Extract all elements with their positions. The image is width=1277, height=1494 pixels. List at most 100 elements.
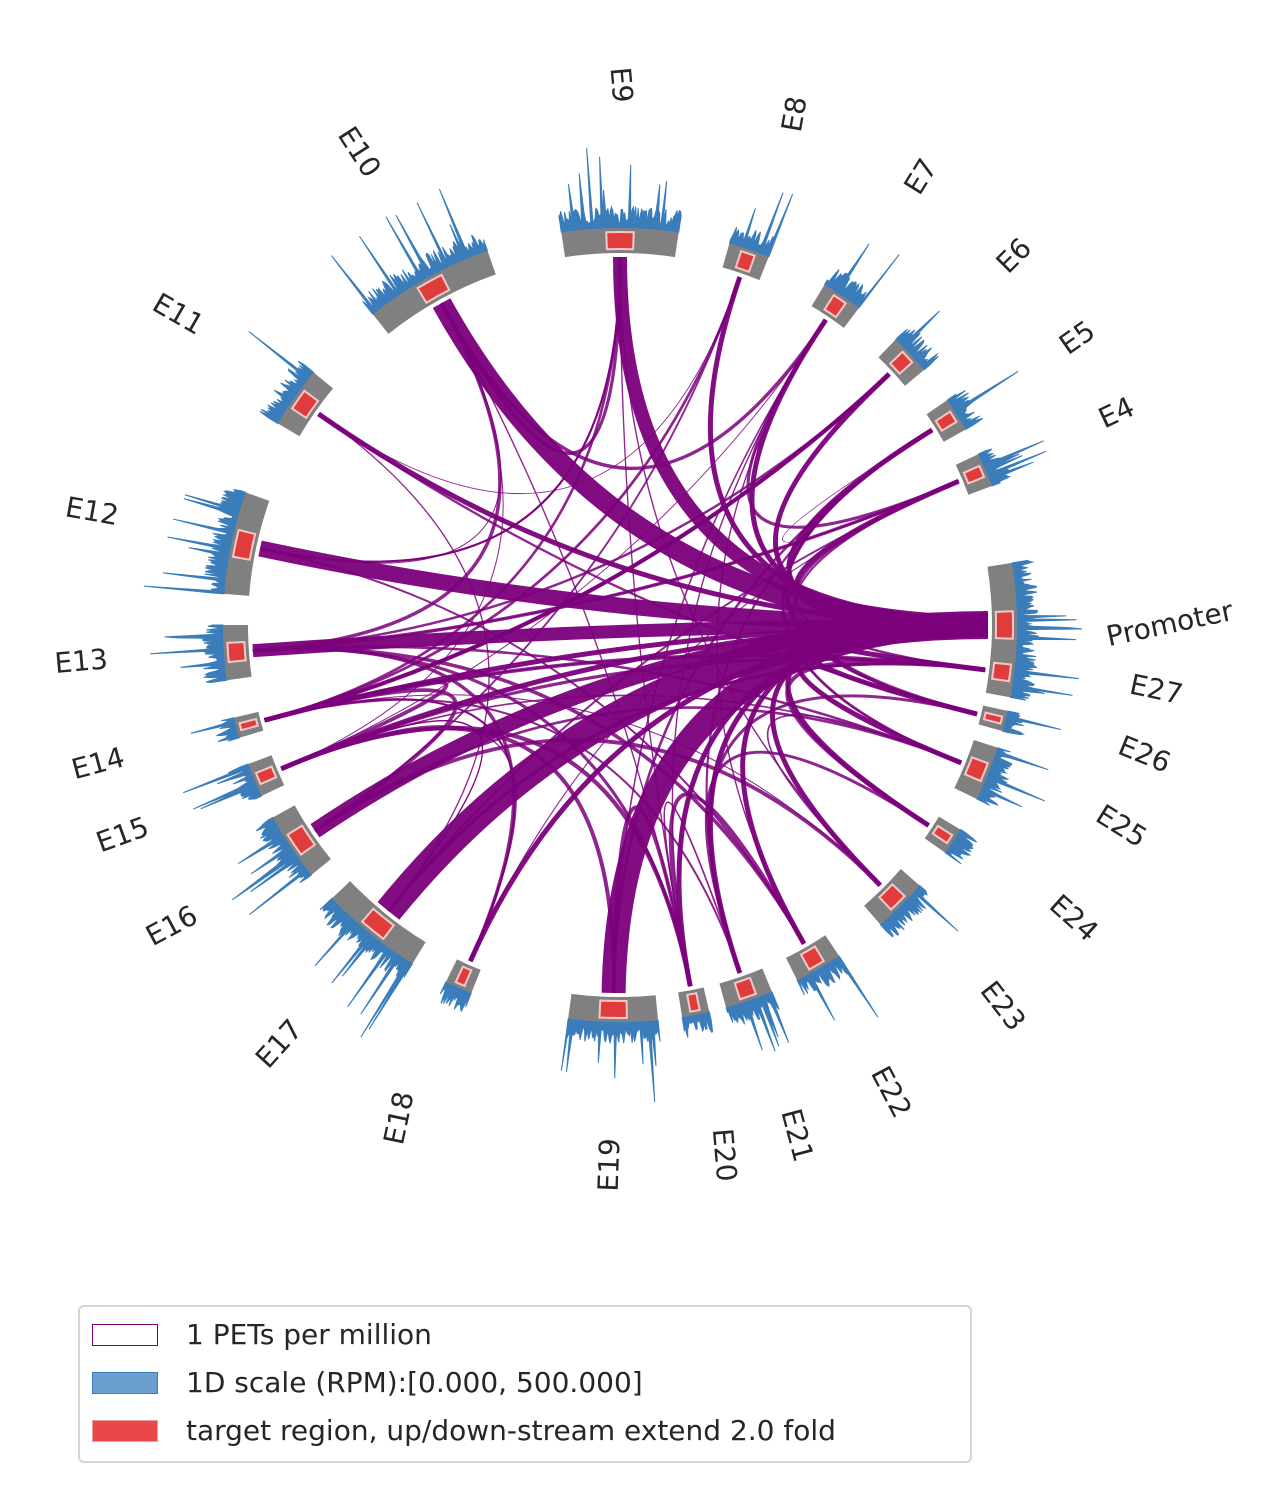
target-region (686, 992, 701, 1013)
loop-link (264, 372, 891, 723)
loop-link (252, 645, 962, 765)
legend: 1 PETs per million 1D scale (RPM):[0.000… (78, 1305, 972, 1463)
loop-link (264, 694, 881, 886)
loop-swatch (92, 1324, 158, 1346)
loop-link (280, 657, 986, 771)
target-region (286, 824, 317, 857)
loop-link (766, 714, 962, 886)
legend-label-coverage: 1D scale (RPM):[0.000, 500.000] (186, 1366, 643, 1399)
loop-link (619, 256, 881, 886)
loop-link (259, 256, 621, 563)
coverage-track (1009, 648, 1080, 701)
segment-label: E19 (592, 1138, 627, 1192)
target-region (416, 273, 451, 305)
segment-label: E18 (377, 1088, 420, 1147)
loop-link (440, 302, 828, 471)
loop-link (377, 611, 989, 920)
loop-link (794, 480, 986, 672)
target-region (962, 464, 986, 485)
coverage-track (231, 816, 313, 915)
segment-label: E7 (897, 153, 944, 201)
target-region (823, 293, 848, 319)
segment-label: E26 (1114, 729, 1176, 780)
target-region (226, 641, 247, 664)
loop-link (440, 256, 622, 455)
coverage-track (977, 440, 1047, 487)
target-region (290, 389, 320, 420)
loop-link (387, 662, 986, 912)
target-region (934, 410, 958, 433)
segment-label: E17 (249, 1013, 309, 1075)
segment-label: E4 (1093, 390, 1139, 435)
coverage-track (796, 955, 879, 1021)
loop-link (252, 480, 960, 652)
loop-link (671, 319, 827, 987)
loop-link (314, 706, 962, 832)
legend-label-target: target region, up/down-stream extend 2.0… (186, 1414, 836, 1447)
target-region (931, 824, 954, 845)
loop-link (259, 302, 502, 564)
coverage-track (879, 884, 959, 938)
loop-link (611, 805, 693, 993)
segment-label: E13 (53, 642, 109, 680)
segment-label: E21 (774, 1105, 820, 1165)
loop-link (318, 276, 741, 495)
segment-label: E15 (92, 810, 153, 859)
segment-ring (223, 228, 1017, 1022)
coverage-track (150, 624, 228, 683)
coverage-track (946, 370, 1019, 431)
coverage-track (728, 192, 794, 258)
target-region (963, 756, 990, 783)
coverage-swatch (92, 1372, 158, 1394)
coverage-track (190, 717, 240, 743)
target-region (238, 717, 259, 732)
coverage-track (895, 310, 940, 371)
target-region (990, 661, 1013, 683)
segment-label: E5 (1053, 314, 1101, 361)
loop-link (785, 429, 978, 715)
segment-label: E10 (331, 121, 388, 184)
loop-link (704, 750, 930, 974)
coverage-track (558, 147, 682, 233)
target-region (231, 528, 257, 561)
segment-label: Promoter (1103, 594, 1236, 653)
loop-link (313, 738, 882, 887)
segment-label: E8 (775, 94, 814, 135)
target-region (982, 711, 1004, 725)
loop-links (252, 256, 989, 994)
target-region (994, 610, 1014, 640)
loop-link (668, 792, 806, 987)
coverage-track (976, 747, 1049, 808)
legend-label-loops: 1 PETs per million (186, 1318, 432, 1351)
coverage-track (183, 763, 263, 810)
target-region (454, 965, 473, 988)
target-swatch (92, 1420, 158, 1442)
segment-label: E14 (68, 740, 128, 786)
segment-label: E11 (147, 286, 210, 341)
coverage-track (944, 828, 978, 865)
segment-label: E16 (140, 899, 203, 953)
coverage-track (248, 331, 315, 425)
coverage-track (1001, 710, 1061, 735)
segment-label: E24 (1043, 888, 1105, 948)
loop-link (387, 480, 960, 912)
coverage-track (439, 981, 472, 1013)
loop-link (314, 276, 741, 832)
segment-label: E23 (974, 975, 1033, 1037)
segment-label: E20 (706, 1127, 744, 1183)
loop-link (317, 412, 978, 716)
segment-label: E27 (1127, 668, 1186, 711)
loop-link (264, 276, 742, 722)
loop-link (716, 319, 827, 945)
coverage-track (560, 1018, 661, 1103)
coverage-track (681, 1011, 714, 1038)
target-region (598, 999, 628, 1019)
target-region (734, 249, 757, 274)
target-region (799, 945, 826, 971)
segment-label: E25 (1090, 798, 1153, 854)
target-region (888, 350, 914, 376)
target-region (733, 976, 758, 1001)
target-region (254, 765, 278, 786)
target-region (877, 882, 907, 912)
